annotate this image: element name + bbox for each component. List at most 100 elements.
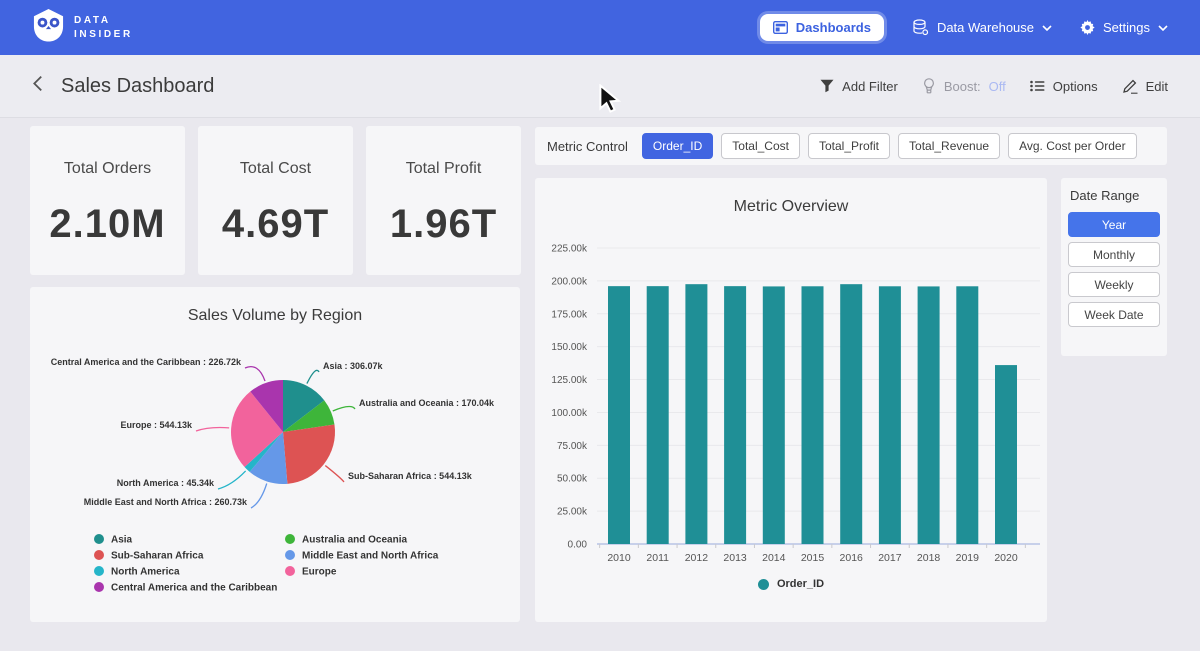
- date-range-panel: Date Range Year Monthly Weekly Week Date: [1061, 178, 1167, 356]
- pie-slice-north-america[interactable]: [244, 432, 283, 472]
- back-button[interactable]: [32, 75, 43, 97]
- pie-leader-line: [250, 483, 268, 509]
- pie-slice-australia-and-oceania[interactable]: [283, 400, 335, 432]
- kpi-value: 1.96T: [389, 202, 498, 246]
- pie-legend-item-central-america-and-the-caribbean[interactable]: Central America and the Caribbean: [94, 582, 277, 594]
- legend-label: Middle East and North Africa: [302, 551, 439, 562]
- metric-button-total-profit[interactable]: Total_Profit: [807, 133, 891, 159]
- metric-button-avg-cost-per-order[interactable]: Avg. Cost per Order: [1008, 133, 1137, 159]
- chevron-down-icon: [1158, 24, 1168, 31]
- legend-dot: [285, 566, 295, 576]
- date-range-button-monthly[interactable]: Monthly: [1068, 242, 1160, 267]
- kpi-value: 4.69T: [221, 202, 330, 246]
- owl-logo-icon: [32, 8, 65, 48]
- bar-2019[interactable]: [956, 286, 979, 544]
- pie-slice-europe[interactable]: [231, 391, 283, 468]
- nav-item-dashboards[interactable]: Dashboards: [759, 14, 884, 41]
- date-range-button-weekly[interactable]: Weekly: [1068, 272, 1160, 297]
- y-tick-label: 225.00k: [551, 244, 588, 255]
- action-value: Off: [988, 78, 1006, 94]
- pie-legend-item-sub-saharan-africa[interactable]: Sub-Saharan Africa: [94, 550, 204, 562]
- chevron-left-icon: [32, 75, 43, 97]
- pie-callout-europe: Europe : 544.13k: [120, 420, 193, 430]
- kpi-card-total-profit: Total Profit 1.96T: [366, 126, 521, 275]
- legend-label: Central America and the Caribbean: [111, 583, 277, 594]
- legend-label: Asia: [111, 535, 133, 546]
- pie-legend-item-asia[interactable]: Asia: [94, 534, 133, 546]
- nav-item-label: Dashboards: [795, 20, 871, 35]
- x-tick-label: 2012: [685, 552, 709, 564]
- legend-dot: [94, 566, 104, 576]
- legend-label: Sub-Saharan Africa: [111, 551, 204, 562]
- bar-2013[interactable]: [724, 286, 747, 544]
- date-range-title: Date Range: [1070, 188, 1140, 203]
- nav-item-settings[interactable]: Settings: [1080, 20, 1168, 35]
- filter-icon: [820, 79, 834, 93]
- action-label: Boost:: [943, 78, 981, 94]
- x-tick-label: 2016: [840, 552, 864, 564]
- pie-legend-item-australia-and-oceania[interactable]: Australia and Oceania: [285, 534, 407, 546]
- page-header: Sales Dashboard Add Filter Boost: Off Optio…: [0, 55, 1200, 118]
- y-tick-label: 100.00k: [551, 408, 588, 419]
- bar-2020[interactable]: [995, 365, 1017, 544]
- date-range-buttons: Year Monthly Weekly Week Date: [1068, 212, 1160, 327]
- pie-slice-central-america-and-the-caribbean[interactable]: [250, 380, 283, 432]
- pie-slice-middle-east-and-north-africa[interactable]: [249, 432, 288, 484]
- pie-leader-line: [195, 426, 230, 432]
- y-tick-label: 200.00k: [551, 276, 588, 287]
- pie-callout-australia-and-oceania: Australia and Oceania : 170.04k: [359, 398, 495, 408]
- action-edit[interactable]: Edit: [1122, 79, 1168, 94]
- y-tick-label: 175.00k: [551, 309, 588, 320]
- legend-dot: [94, 550, 104, 560]
- pie-legend-item-middle-east-and-north-africa[interactable]: Middle East and North Africa: [285, 550, 439, 562]
- action-label: Add Filter: [842, 78, 898, 94]
- y-tick-label: 125.00k: [551, 375, 588, 386]
- date-range-button-year[interactable]: Year: [1068, 212, 1160, 237]
- chevron-down-icon: [1042, 24, 1052, 31]
- options-icon: [1029, 80, 1045, 92]
- top-navbar: DATA INSIDER Dashboards Data Warehouse Sett…: [0, 0, 1200, 55]
- pie-legend-item-north-america[interactable]: North America: [94, 566, 180, 578]
- bar-2018[interactable]: [917, 286, 940, 544]
- pie-legend-item-europe[interactable]: Europe: [285, 566, 337, 578]
- kpi-card-total-cost: Total Cost 4.69T: [198, 126, 353, 275]
- boost-icon: [922, 78, 936, 94]
- date-range-button-week-date[interactable]: Week Date: [1068, 302, 1160, 327]
- x-tick-label: 2013: [723, 552, 747, 564]
- action-label: Options: [1052, 78, 1098, 94]
- nav-item-label: Settings: [1103, 20, 1150, 35]
- bar-2010[interactable]: [608, 286, 630, 544]
- bar-2014[interactable]: [762, 286, 785, 544]
- page-title: Sales Dashboard: [61, 74, 215, 97]
- bar-2011[interactable]: [646, 286, 669, 544]
- metric-button-order-id[interactable]: Order_ID: [641, 133, 714, 159]
- pie-chart-title: Sales Volume by Region: [187, 307, 363, 324]
- pie-callout-sub-saharan-africa: Sub-Saharan Africa : 544.13k: [348, 471, 473, 481]
- action-boost[interactable]: Boost: Off: [922, 78, 1006, 94]
- pie-leader-line: [324, 465, 345, 483]
- bar-2015[interactable]: [801, 286, 824, 544]
- bar-2012[interactable]: [685, 284, 708, 544]
- edit-icon: [1122, 79, 1138, 94]
- brand-logo[interactable]: DATA INSIDER: [32, 8, 133, 48]
- bar-legend-item[interactable]: Order_ID: [535, 578, 1047, 590]
- action-add-filter[interactable]: Add Filter: [820, 79, 898, 94]
- y-tick-label: 0.00: [568, 540, 588, 551]
- bar-2017[interactable]: [878, 286, 901, 544]
- legend-dot: [285, 550, 295, 560]
- metric-control-panel: Metric Control Order_ID Total_Cost Total_P…: [535, 127, 1167, 165]
- y-tick-label: 25.00k: [557, 507, 588, 518]
- metric-button-total-cost[interactable]: Total_Cost: [721, 133, 800, 159]
- pie-slice-sub-saharan-africa[interactable]: [283, 424, 336, 484]
- legend-dot: [94, 582, 104, 592]
- pie-slice-asia[interactable]: [283, 380, 325, 432]
- pie-callout-asia: Asia : 306.07k: [323, 361, 384, 371]
- x-tick-label: 2017: [878, 552, 902, 564]
- kpi-label: Total Orders: [63, 160, 152, 177]
- kpi-label: Total Profit: [405, 160, 482, 177]
- action-options[interactable]: Options: [1029, 78, 1098, 94]
- bar-2016[interactable]: [840, 284, 863, 544]
- x-tick-label: 2015: [801, 552, 825, 564]
- metric-button-total-revenue[interactable]: Total_Revenue: [898, 133, 1001, 159]
- nav-item-data-warehouse[interactable]: Data Warehouse: [912, 19, 1052, 36]
